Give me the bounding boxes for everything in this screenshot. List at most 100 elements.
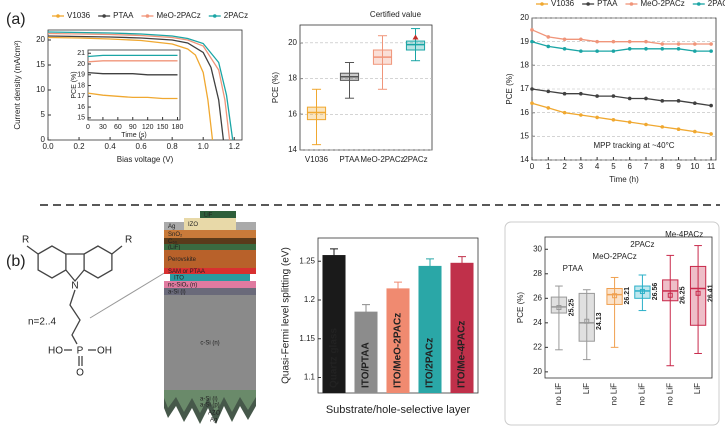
series-line [87,60,178,63]
series-marker [693,129,697,134]
x-tick-label: no LiF [554,383,563,405]
x-tick-label: 9 [676,162,681,171]
box [306,106,327,121]
series-marker [676,127,681,132]
x-tick-label: 2 [562,162,567,171]
series-marker [530,101,534,105]
stack-layer [200,211,236,218]
series-marker [709,103,713,108]
mean-marker [584,318,590,324]
y-tick-label: 5 [41,110,46,119]
x-tick-label: 120 [142,124,154,131]
mean-marker [556,305,562,310]
y-tick-label: 14 [288,145,297,154]
series-marker [627,46,632,51]
stack-layer [164,288,256,295]
atom-label: P [77,346,84,357]
bar-label: ITO/MeO-2PACz [393,313,404,388]
y-tick-label: 16 [520,108,529,117]
stack-layer [164,230,256,238]
legend-label: MeO-2PACz [156,11,200,20]
legend-label: 2PACz [224,11,248,20]
plot-area [87,49,181,121]
x-tick-label: 0.0 [42,142,54,151]
x-tick-label: 0 [530,162,535,171]
group-label: MeO-2PACz [592,252,636,261]
chain-label: n=2..4 [28,317,57,328]
x-tick-label: 6 [627,162,632,171]
y-tick-label: 10 [36,85,45,94]
layer-label: a-Si (p) [200,403,220,409]
y-tick-label: 16 [288,109,297,118]
x-tick-label: 10 [690,162,699,171]
x-tick-label: 60 [114,124,122,131]
x-tick-label: PTAA [339,155,360,164]
series-marker [676,99,681,103]
layer-label: AZO [208,411,221,417]
legend-label: 2PACz [708,0,725,8]
box [689,265,707,326]
layer-label: c-Si (n) [200,341,219,347]
y-tick-label: 21 [77,50,85,57]
x-tick-label: 0.8 [167,142,179,151]
series-marker [709,132,713,136]
series-marker [676,42,681,46]
x-tick-label: 90 [129,124,137,131]
stack-layer [164,250,256,268]
error-bar [362,304,370,319]
y-axis-label: Quasi-Fermi level splitting (eV) [281,247,292,384]
series-marker [644,96,648,101]
value-label: 26.25 [680,286,687,304]
y-axis-label: PCE (%) [516,292,525,323]
molecule [26,245,167,366]
error-bar [330,248,338,262]
bar [386,288,410,393]
y-tick-label: 20 [288,38,297,47]
legend-marker [212,14,217,18]
bar [450,262,474,393]
x-tick-label: 2PACz [403,155,427,164]
layer-label: IZO [188,222,198,228]
series-marker [644,46,648,51]
y-tick-label: 26 [533,293,542,302]
certified-marker [412,34,419,40]
x-tick-label: LiF [693,383,702,394]
box [405,40,426,51]
series-line [87,54,178,58]
atom-label: R [22,235,29,246]
x-tick-label: 4 [595,162,600,171]
layer-label: a-Si (i) [168,290,186,296]
x-tick-label: 1.2 [229,142,241,151]
x-tick-label: MeO-2PACz [360,155,404,164]
x-tick-label: no LiF [665,383,674,405]
group-label: 2PACz [630,240,654,249]
y-tick-label: 1.1 [304,373,316,382]
series-marker [611,117,616,122]
bar-label: ITO/PTAA [361,342,372,388]
mean-marker [612,293,618,299]
stack-layer [164,238,256,244]
series-marker [595,39,599,44]
series-marker [627,39,632,44]
y-tick-label: 20 [77,61,85,68]
x-tick-label: 1 [546,162,551,171]
x-tick-label: 0.6 [136,142,148,151]
x-tick-label: 5 [611,162,616,171]
x-tick-label: 0.2 [73,142,85,151]
series-marker [595,115,599,120]
bar [418,265,442,393]
series-marker [644,39,648,44]
series-marker [660,46,665,51]
value-label: 26.21 [624,287,631,305]
series-marker [579,91,583,96]
y-tick-label: 19 [77,72,85,79]
layer-label: LiF [204,213,213,219]
series-marker [562,91,567,96]
legend-label: V1036 [551,0,575,8]
series-marker [562,110,567,115]
y-axis-label: PCE (%) [271,72,280,103]
value-label: 24.13 [596,312,603,330]
series-marker [611,94,616,98]
series-marker [579,113,583,117]
value-label: 26.56 [652,283,659,301]
